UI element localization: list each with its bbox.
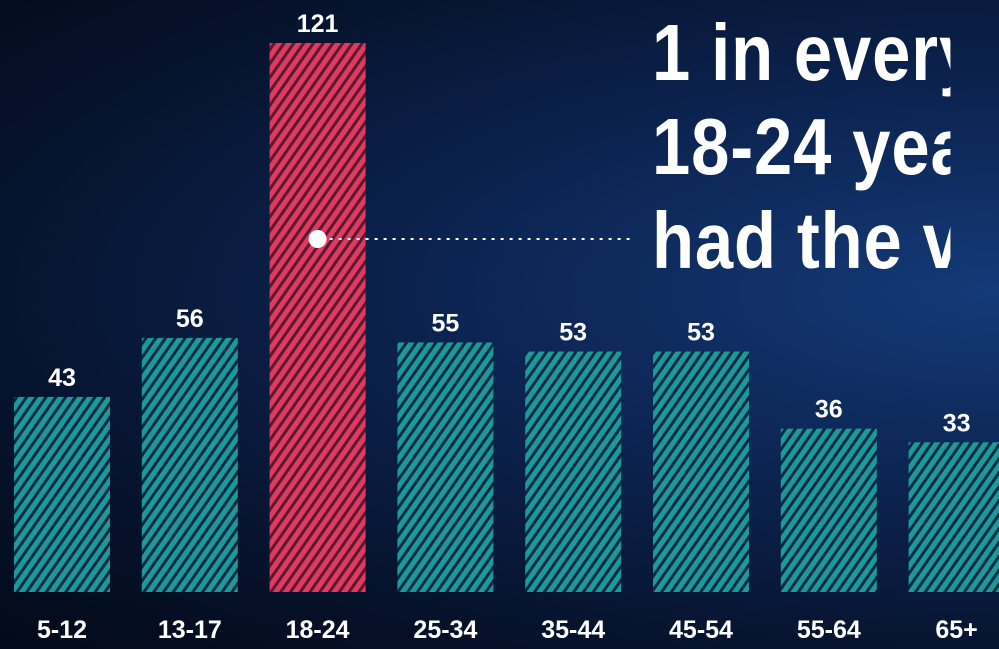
category-label-55-64: 55-64 xyxy=(797,616,861,644)
bar-65+ xyxy=(908,442,999,592)
annotation-dot xyxy=(308,230,327,248)
bar-18-24 xyxy=(269,43,366,592)
value-label-45-54: 53 xyxy=(687,319,715,347)
headline: 1 in every 18-24 year had the vi xyxy=(652,6,950,288)
bar-5-12 xyxy=(14,396,110,592)
value-label-5-12: 43 xyxy=(48,364,76,392)
highlight-annotation xyxy=(308,230,632,248)
category-label-35-44: 35-44 xyxy=(541,616,605,644)
category-label-18-24: 18-24 xyxy=(286,616,350,644)
category-label-65+: 65+ xyxy=(935,616,977,644)
value-label-35-44: 53 xyxy=(559,319,587,347)
category-label-5-12: 5-12 xyxy=(37,616,87,644)
bar-35-44 xyxy=(525,351,622,592)
value-label-13-17: 56 xyxy=(176,305,204,333)
bar-13-17 xyxy=(141,337,238,592)
category-label-25-34: 25-34 xyxy=(413,616,477,644)
headline-line-3: had the vi xyxy=(652,196,951,285)
value-label-55-64: 36 xyxy=(815,396,843,424)
headline-line-2: 18-24 year xyxy=(652,102,950,191)
bar-45-54 xyxy=(653,351,749,592)
bar-55-64 xyxy=(780,428,877,592)
category-label-45-54: 45-54 xyxy=(669,616,733,644)
category-label-13-17: 13-17 xyxy=(158,616,222,644)
value-label-65+: 33 xyxy=(943,409,971,437)
value-label-25-34: 55 xyxy=(431,309,459,337)
bar-25-34 xyxy=(397,342,494,592)
value-label-18-24: 121 xyxy=(297,10,339,38)
headline-line-1: 1 in every xyxy=(652,8,951,97)
